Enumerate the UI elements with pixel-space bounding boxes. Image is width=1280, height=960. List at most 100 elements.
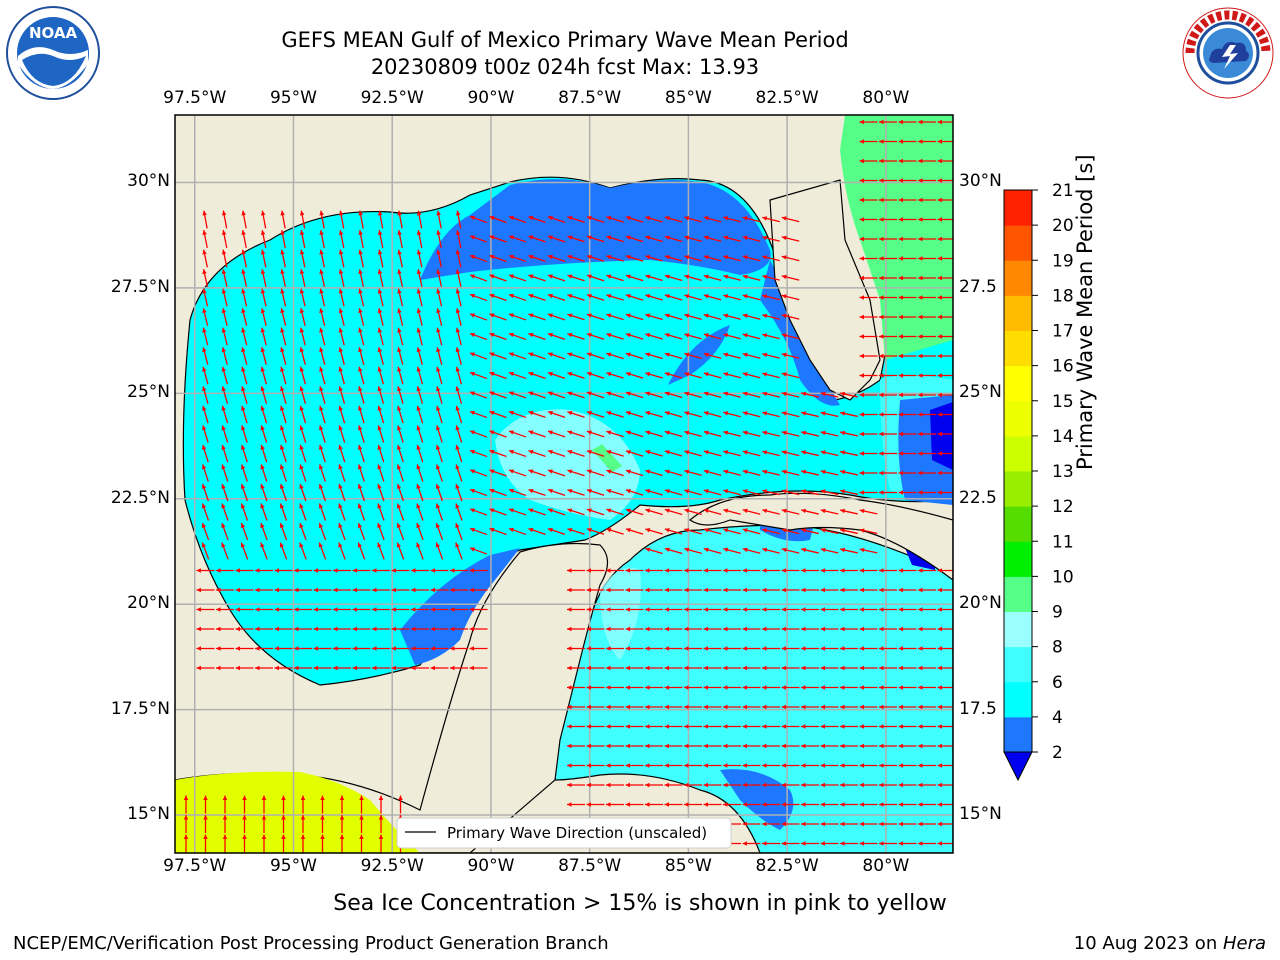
wave-arrow-855 (196, 665, 215, 671)
wave-arrow-590 (338, 503, 346, 521)
colorbar-tick-label-7: 12 (1052, 497, 1074, 517)
wave-arrow-366 (528, 391, 546, 399)
wave-arrow-508 (260, 464, 268, 482)
wave-arrow-358 (377, 386, 385, 404)
wave-arrow-396 (358, 405, 365, 424)
wave-arrow-982 (801, 763, 819, 768)
wave-arrow-561 (528, 488, 546, 496)
atlantic-green (840, 115, 953, 360)
lat-tick-left-3: 22.5°N (110, 487, 170, 508)
wave-arrow-125 (742, 255, 761, 262)
colorbar-tick-label-16: 21 (1052, 181, 1074, 201)
wave-arrow-29 (280, 210, 286, 229)
wave-arrow-892 (606, 685, 624, 690)
title-line-1: GEFS MEAN Gulf of Mexico Primary Wave Me… (281, 28, 849, 52)
wave-arrow-1080 (300, 834, 306, 853)
wave-arrow-999 (742, 782, 761, 788)
wave-arrow-699 (645, 568, 663, 573)
wave-arrow-316 (260, 366, 267, 385)
wave-arrow-654 (221, 542, 229, 560)
wave-arrow-1065 (781, 821, 800, 827)
wave-arrow-905 (859, 685, 878, 690)
wave-arrow-695 (567, 568, 585, 573)
wave-arrow-466 (201, 444, 209, 463)
wave-arrow-632 (469, 527, 488, 536)
lat-tick-right-2: 25°N (959, 382, 1002, 403)
wave-arrow-700 (664, 568, 683, 573)
wave-arrow-484 (547, 449, 566, 457)
wave-arrow-924 (840, 704, 858, 710)
wave-arrow-646 (742, 528, 761, 535)
wave-arrow-427 (201, 425, 209, 443)
wave-arrow-345 (879, 373, 897, 378)
wave-arrow-338 (684, 372, 702, 379)
wave-arrow-536 (801, 469, 819, 476)
wave-arrow-636 (547, 527, 566, 535)
wave-arrow-349 (202, 386, 209, 404)
wave-arrow-832 (430, 646, 449, 651)
lat-tick-left-2: 25°N (127, 382, 170, 403)
wave-arrow-95 (918, 236, 936, 242)
wave-arrow-553 (377, 483, 385, 502)
gulf-blue-ne (420, 179, 771, 280)
wave-arrow-322 (377, 366, 384, 385)
wave-arrow-54 (762, 216, 780, 223)
wave-arrow-10 (859, 158, 878, 164)
wave-arrow-675 (781, 547, 800, 554)
wave-arrow-472 (318, 444, 326, 463)
colorbar-tick-label-14: 19 (1052, 251, 1074, 271)
wave-arrow-421 (840, 411, 858, 418)
wave-arrow-996 (684, 782, 702, 788)
wave-arrow-689 (372, 568, 390, 573)
wave-arrow-272 (859, 334, 878, 339)
lon-tick-top-2: 92.5°W (360, 88, 424, 108)
wave-arrow-762 (430, 607, 449, 612)
wave-arrow-1024 (606, 802, 624, 807)
wave-arrow-789 (274, 626, 293, 632)
wave-arrow-188 (567, 293, 585, 301)
wave-arrow-688 (352, 568, 371, 573)
wave-arrow-191 (625, 294, 644, 301)
wave-arrow-703 (723, 568, 741, 573)
wave-arrow-314 (221, 366, 228, 385)
wave-arrow-1063 (742, 821, 761, 827)
wave-arrow-178 (377, 288, 384, 307)
wave-arrow-1079 (281, 834, 286, 853)
wave-arrow-454 (723, 430, 741, 437)
wave-arrow-556 (435, 483, 444, 502)
wave-arrow-804 (645, 626, 663, 632)
wave-arrow-377 (742, 391, 761, 398)
wave-arrow-577 (840, 489, 858, 496)
wave-arrow-887 (898, 665, 917, 671)
wave-arrow-834 (469, 646, 488, 651)
wave-arrow-1069 (859, 821, 878, 827)
wave-arrow-386 (918, 392, 936, 398)
wave-arrow-333 (586, 371, 605, 379)
wave-arrow-828 (352, 646, 371, 651)
wave-arrow-761 (411, 607, 429, 612)
wave-arrow-56 (859, 217, 878, 222)
run-date-text: 10 Aug 2023 on (1073, 933, 1223, 954)
wave-arrow-443 (508, 430, 527, 438)
wave-arrow-596 (455, 503, 463, 521)
wave-arrow-92 (859, 236, 878, 242)
wave-arrow-233 (742, 313, 761, 320)
wave-arrow-791 (313, 626, 332, 632)
wave-arrow-954 (645, 743, 663, 749)
wave-arrow-308 (859, 353, 878, 359)
wave-arrow-1048 (300, 815, 306, 833)
wave-arrow-538 (840, 469, 858, 476)
wave-arrow-304 (723, 352, 741, 359)
wave-arrow-302 (684, 352, 702, 360)
wave-arrow-815 (859, 626, 878, 632)
wave-arrow-58 (898, 217, 917, 222)
wave-arrow-393 (299, 405, 307, 424)
wave-arrow-361 (436, 386, 443, 404)
wave-arrow-450 (645, 430, 663, 438)
colorbar-swatch-7 (1004, 471, 1032, 507)
wave-arrow-535 (781, 469, 800, 476)
wave-arrow-953 (625, 743, 644, 749)
wave-arrow-662 (377, 542, 385, 560)
wave-arrow-378 (762, 391, 780, 398)
wave-arrow-664 (416, 542, 424, 560)
